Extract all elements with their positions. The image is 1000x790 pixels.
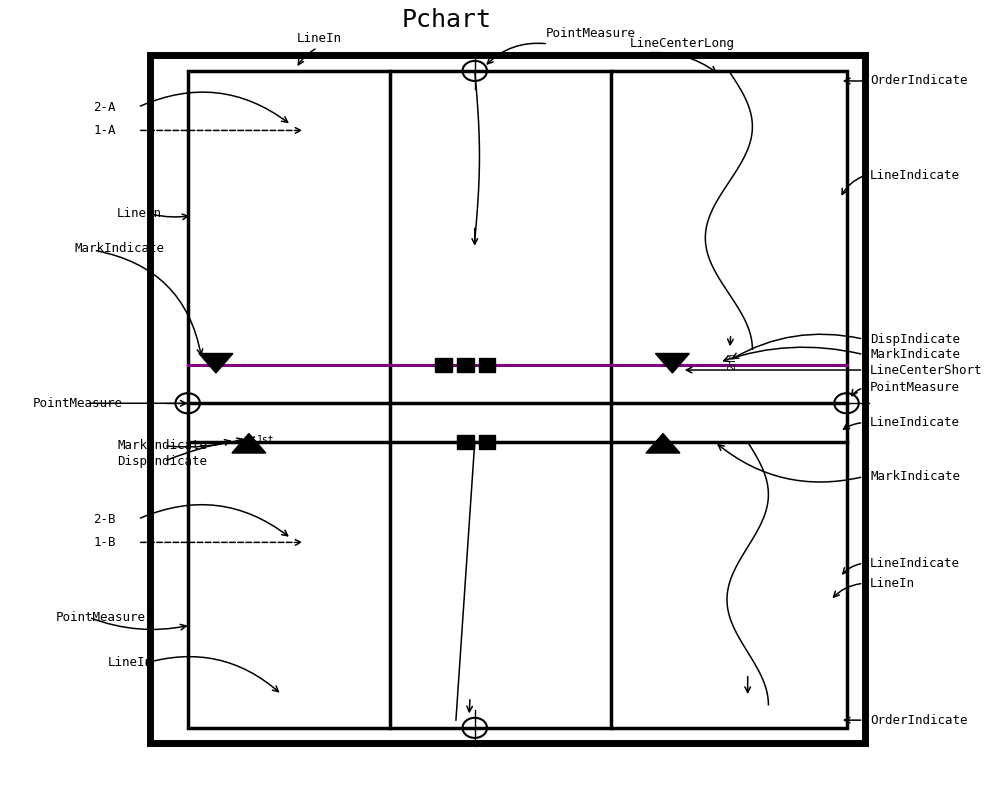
Text: LineIndicate: LineIndicate bbox=[870, 557, 960, 570]
Polygon shape bbox=[457, 435, 474, 449]
Text: MarkIndicate: MarkIndicate bbox=[75, 243, 165, 255]
Text: LineIndicate: LineIndicate bbox=[870, 169, 960, 182]
Text: LineCenterShort: LineCenterShort bbox=[870, 363, 983, 377]
Text: PointMeasure: PointMeasure bbox=[870, 382, 960, 394]
Polygon shape bbox=[655, 353, 689, 373]
Text: MarkIndicate: MarkIndicate bbox=[870, 348, 960, 361]
Text: PointMeasure: PointMeasure bbox=[32, 397, 122, 410]
Text: 1-A: 1-A bbox=[94, 124, 116, 137]
Text: LineIn: LineIn bbox=[117, 208, 162, 220]
Text: Pchart: Pchart bbox=[402, 8, 492, 32]
Text: LineIn: LineIn bbox=[108, 656, 153, 668]
Text: PointMeasure: PointMeasure bbox=[545, 27, 635, 40]
Text: 2-A: 2-A bbox=[94, 101, 116, 114]
Polygon shape bbox=[479, 358, 495, 371]
Text: 2-B: 2-B bbox=[94, 513, 116, 525]
Text: OrderIndicate: OrderIndicate bbox=[870, 74, 968, 88]
Text: LineCenterLong: LineCenterLong bbox=[630, 37, 735, 50]
Polygon shape bbox=[457, 358, 474, 371]
Polygon shape bbox=[232, 434, 266, 453]
Text: LineIndicate: LineIndicate bbox=[870, 416, 960, 429]
Text: 1st: 1st bbox=[256, 435, 274, 445]
Text: LineIn: LineIn bbox=[297, 32, 342, 45]
Text: MarkIndicate: MarkIndicate bbox=[870, 470, 960, 483]
Polygon shape bbox=[435, 358, 452, 371]
Text: 1-B: 1-B bbox=[94, 536, 116, 549]
Text: OrderIndicate: OrderIndicate bbox=[870, 713, 968, 727]
Polygon shape bbox=[479, 435, 495, 449]
Text: MarkIndicate: MarkIndicate bbox=[117, 439, 207, 452]
Text: DispIndicate: DispIndicate bbox=[870, 333, 960, 345]
Text: DispIndicate: DispIndicate bbox=[117, 455, 207, 468]
Text: 2nd: 2nd bbox=[728, 352, 738, 371]
Polygon shape bbox=[646, 434, 680, 453]
Polygon shape bbox=[199, 353, 233, 373]
Text: LineIn: LineIn bbox=[870, 577, 915, 590]
Text: PointMeasure: PointMeasure bbox=[56, 611, 146, 624]
